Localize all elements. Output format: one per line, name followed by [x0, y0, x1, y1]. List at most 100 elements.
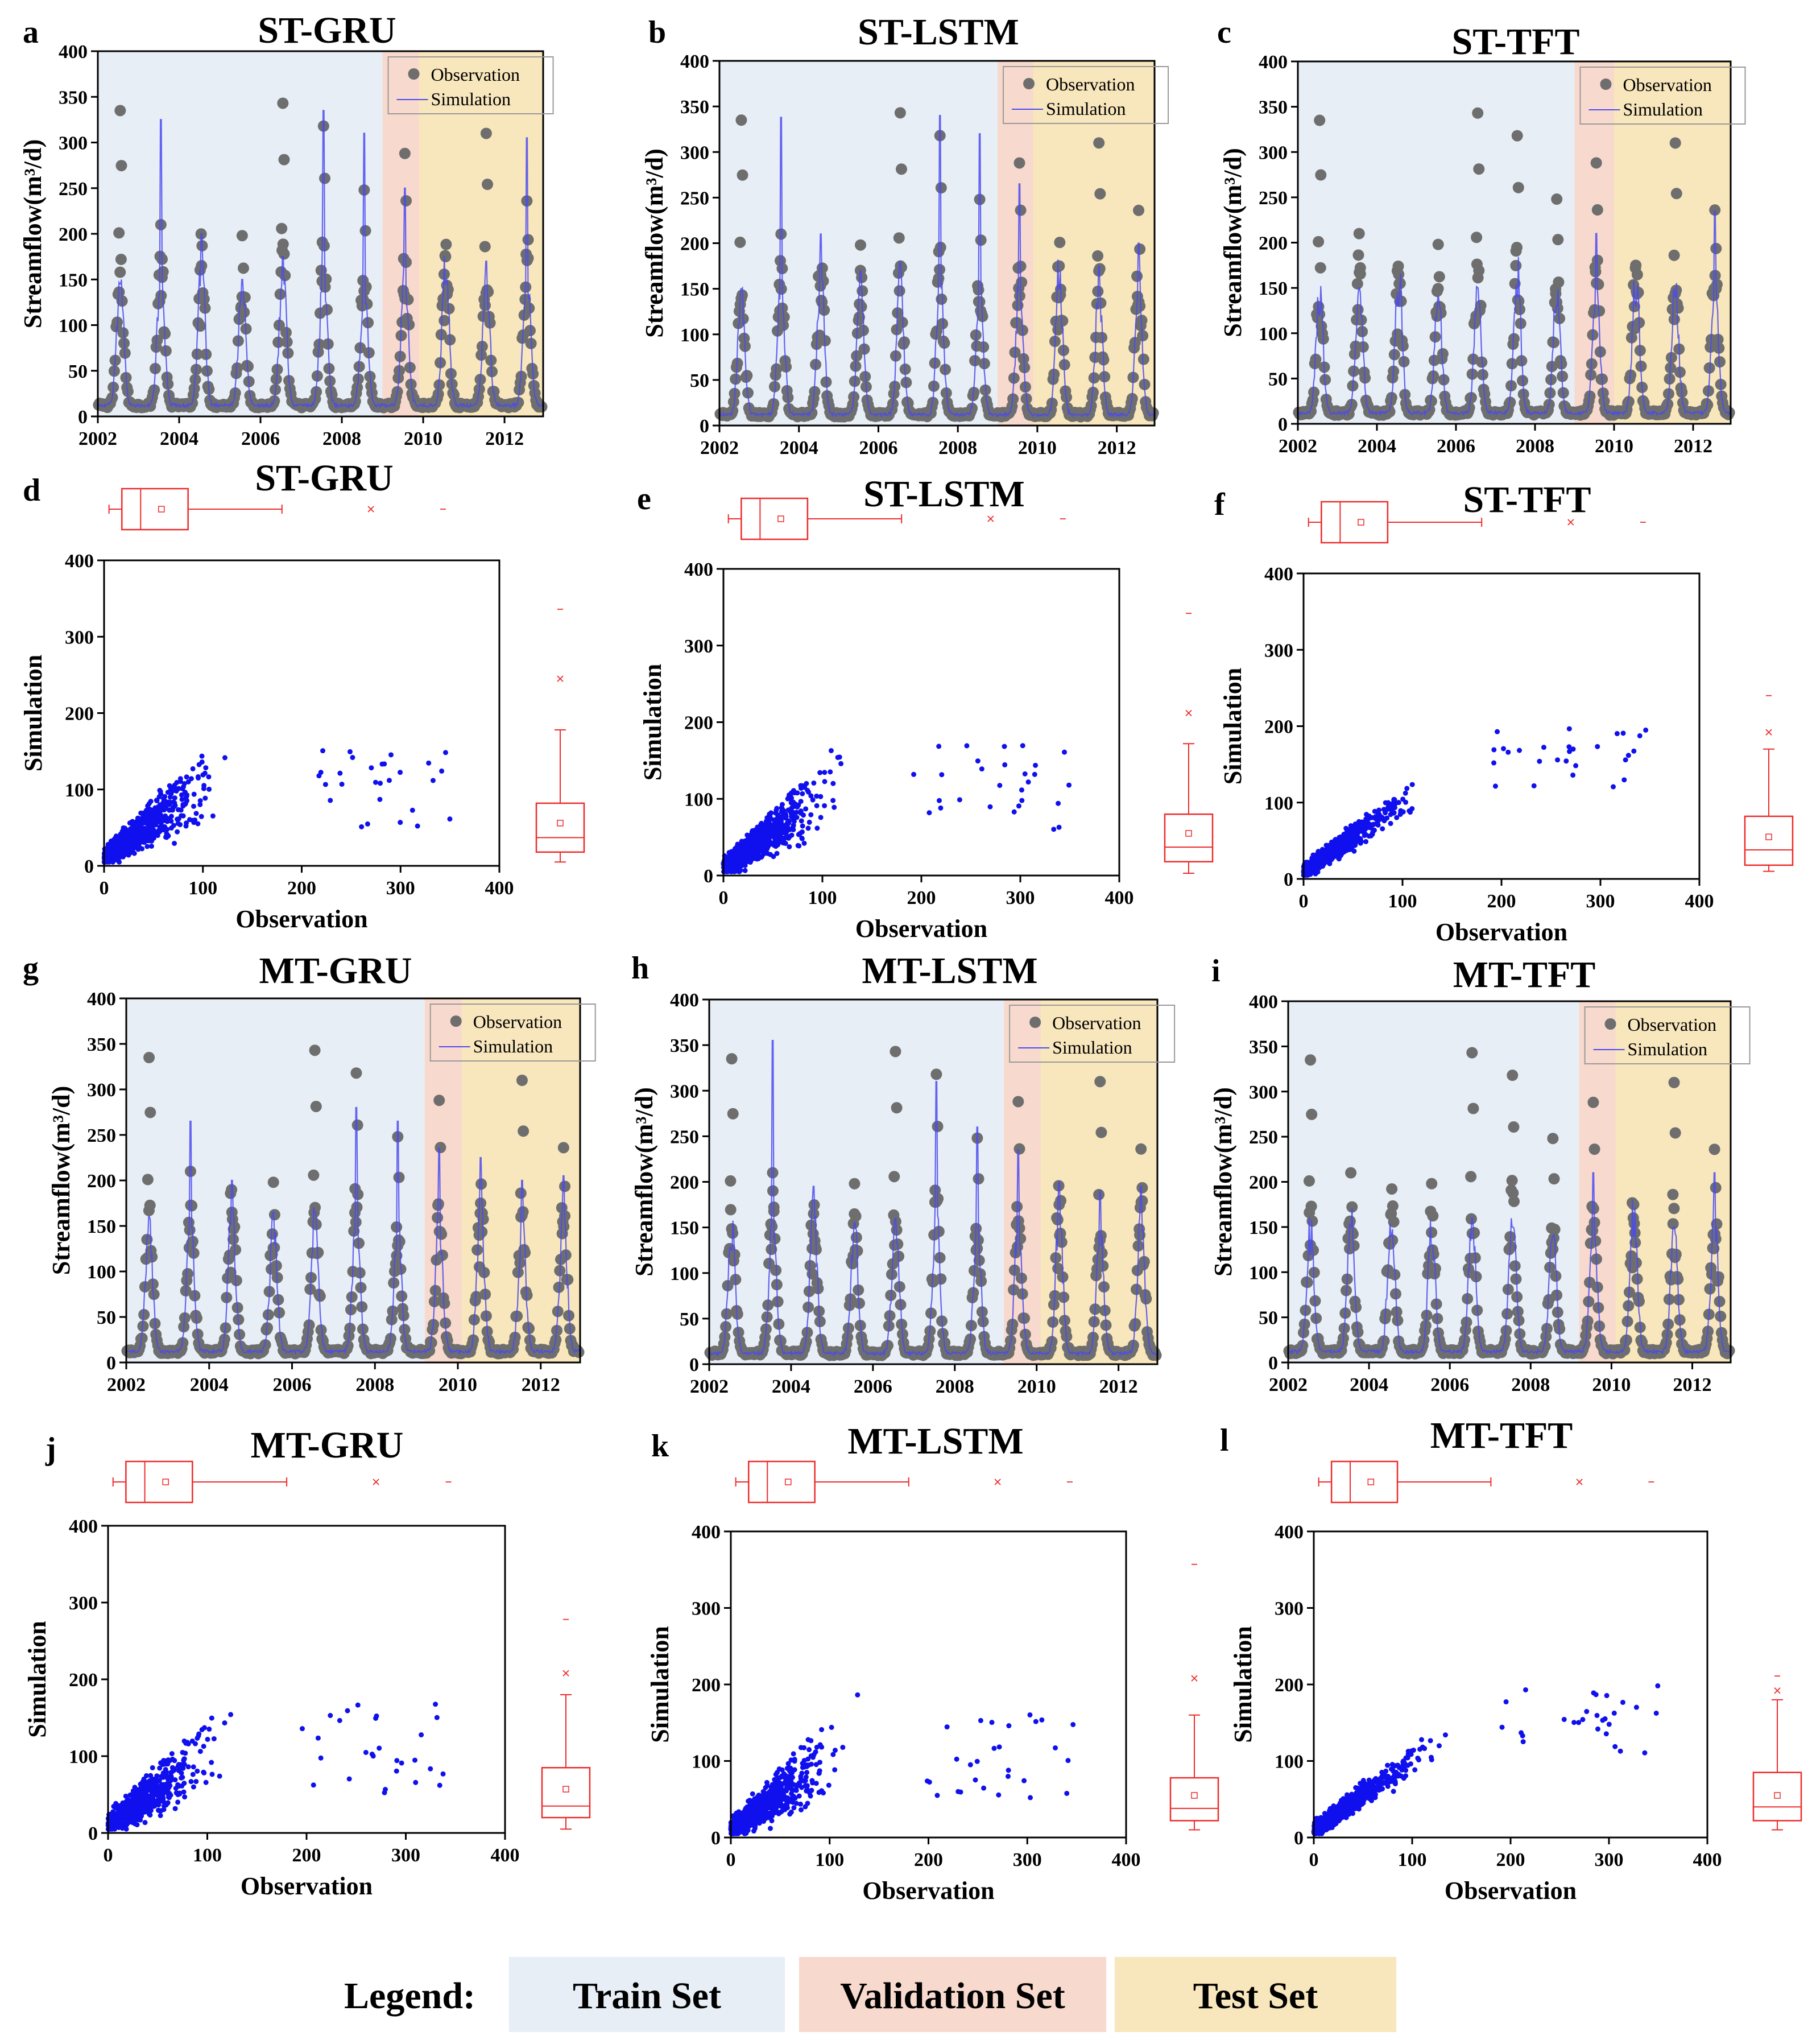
scatter-point	[1313, 866, 1318, 872]
scatter-point	[1020, 743, 1025, 749]
observation-point	[1308, 386, 1320, 398]
observation-peak	[184, 1166, 196, 1177]
observation-peak	[277, 97, 289, 109]
scatter-point	[773, 807, 779, 813]
x-tick-label: 300	[1006, 887, 1035, 909]
x-axis-label: Observation	[855, 915, 987, 943]
scatter-point	[1625, 753, 1631, 758]
scatter-point	[838, 761, 844, 766]
scatter-point	[1366, 813, 1372, 819]
observation-point	[315, 265, 327, 276]
observation-peak	[1473, 163, 1485, 175]
scatter-point	[149, 838, 155, 844]
scatter-point	[768, 816, 773, 821]
scatter-point	[1336, 856, 1342, 862]
scatter-point	[166, 800, 172, 806]
scatter-point	[938, 805, 944, 811]
scatter-point	[1019, 798, 1025, 803]
legend-simulation-label: Simulation	[431, 89, 511, 109]
observation-point	[927, 397, 939, 408]
scatter-point	[347, 749, 353, 754]
legend-box	[387, 56, 554, 114]
observation-peak	[1590, 157, 1602, 169]
scatter-point	[111, 840, 117, 845]
observation-point	[966, 402, 978, 414]
scatter-point	[979, 766, 984, 772]
scatter-point	[1620, 730, 1626, 736]
scatter-point	[1643, 727, 1649, 733]
x-axis-label: Observation	[1435, 918, 1567, 946]
scatter-point	[740, 841, 746, 846]
scatter-point	[1306, 865, 1312, 871]
observation-peak	[1550, 283, 1562, 295]
observation-point	[775, 283, 787, 295]
scatter-point	[780, 802, 785, 807]
scatter-point	[1383, 800, 1388, 806]
y-tick-label: 50	[97, 1307, 116, 1328]
scatter-point	[1310, 852, 1316, 858]
observation-peak	[518, 1125, 529, 1137]
scatter-point	[177, 822, 183, 828]
observation-peak	[816, 296, 828, 308]
observation-peak	[855, 239, 867, 251]
observation-point	[777, 319, 789, 331]
y-tick-label: 300	[684, 636, 713, 657]
scatter-point	[818, 815, 824, 820]
legend-observation-label: Observation	[1623, 75, 1711, 95]
observation-point	[1088, 372, 1100, 384]
scatter-point	[1517, 748, 1523, 753]
y-tick-label: 350	[87, 1034, 116, 1055]
y-tick-label: 50	[690, 370, 709, 391]
y-tick-label: 200	[1264, 717, 1293, 738]
scatter-point	[156, 810, 162, 816]
observation-peak	[1432, 238, 1444, 250]
scatter-point	[172, 782, 177, 788]
y-tick-label: 100	[65, 780, 94, 801]
scatter-point	[911, 771, 917, 777]
scatter-point	[1314, 858, 1319, 864]
scatter-point	[210, 813, 216, 819]
observation-point	[1054, 237, 1066, 249]
panel-letter: c	[1217, 15, 1231, 50]
scatter-point	[1363, 839, 1369, 844]
scatter-point	[1025, 779, 1031, 785]
panel-title: ST-LSTM	[863, 473, 1025, 515]
scatter-point	[755, 834, 760, 840]
observation-peak	[308, 1169, 320, 1181]
scatter-point	[172, 795, 177, 801]
observation-point	[1355, 314, 1367, 326]
observation-peak	[894, 107, 906, 119]
scatter-point	[783, 814, 789, 819]
y-tick-label: 200	[59, 224, 88, 245]
scatter-point	[1066, 782, 1072, 788]
mean-marker	[557, 820, 564, 827]
scatter-point	[201, 786, 206, 791]
y-tick-label: 0	[106, 1353, 116, 1374]
scatter-point	[107, 857, 113, 863]
scatter-point	[197, 802, 203, 807]
y-tick-label: 350	[680, 97, 709, 118]
y-tick-label: 400	[680, 51, 709, 72]
scatter-point	[143, 807, 149, 813]
scatter-point	[173, 788, 179, 794]
y-tick-label: 100	[87, 1262, 116, 1283]
scatter-point	[115, 846, 121, 852]
scatter-point	[1409, 782, 1415, 787]
scatter-point	[386, 778, 392, 783]
observation-peak	[1510, 245, 1522, 257]
scatter-point	[337, 770, 343, 776]
iqr-box	[535, 802, 585, 853]
panel-letter: a	[23, 15, 39, 50]
scatter-point	[806, 819, 812, 825]
scatter-point	[170, 799, 176, 805]
y-tick-label: 100	[1259, 324, 1288, 345]
scatter-point	[735, 841, 740, 847]
scatter-point	[152, 822, 158, 828]
x-tick-label: 2010	[1018, 437, 1057, 459]
observation-point	[1351, 278, 1363, 290]
panel-letter: g	[23, 951, 39, 986]
scatter-point	[1370, 832, 1375, 837]
observation-point	[151, 335, 163, 346]
